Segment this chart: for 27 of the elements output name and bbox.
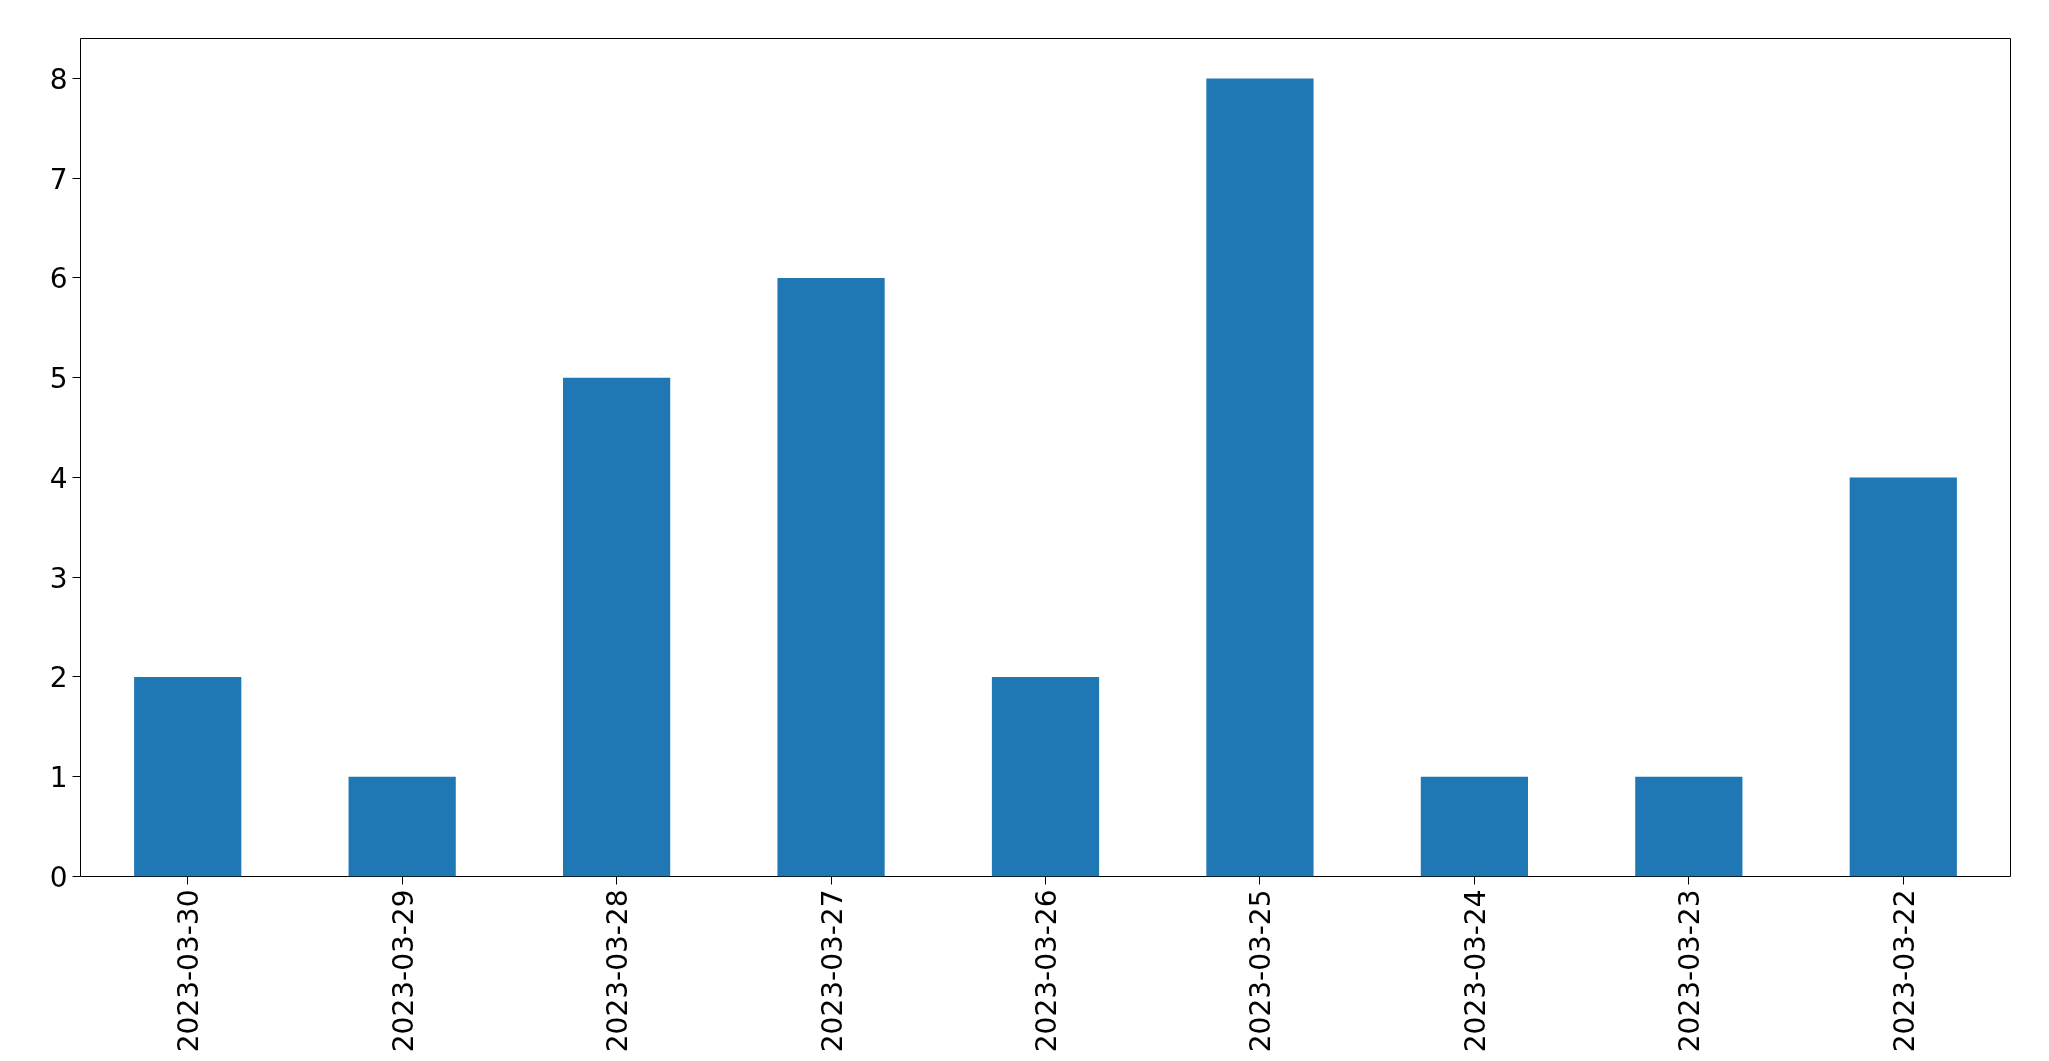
y-tick-label: 2 xyxy=(49,661,68,695)
x-tick-label: 2023-03-24 xyxy=(1458,889,1492,1053)
bar xyxy=(1849,477,1957,877)
x-tick-label: 2023-03-30 xyxy=(172,889,206,1053)
bar xyxy=(991,676,1100,877)
y-tick-label: 0 xyxy=(49,861,68,894)
y-tick-label: 7 xyxy=(49,162,68,196)
y-tick-label: 5 xyxy=(49,362,68,396)
y-tick-label: 1 xyxy=(49,761,68,795)
x-tick-label: 2023-03-28 xyxy=(601,889,635,1053)
x-tick-label: 2023-03-27 xyxy=(815,889,849,1053)
y-tick-label: 3 xyxy=(49,561,68,595)
x-tick-label: 2023-03-22 xyxy=(1887,889,1921,1053)
bar xyxy=(563,377,671,877)
y-tick-label: 6 xyxy=(49,262,68,296)
y-tick-label: 8 xyxy=(49,62,68,96)
bar xyxy=(1206,78,1314,877)
bar xyxy=(348,776,456,877)
bar xyxy=(1635,776,1743,877)
bar xyxy=(1420,776,1528,877)
x-tick-label: 2023-03-29 xyxy=(386,889,420,1053)
bar xyxy=(777,277,885,877)
bar xyxy=(134,676,242,877)
x-tick-label: 2023-03-23 xyxy=(1673,889,1707,1053)
y-tick-label: 4 xyxy=(49,461,68,495)
x-tick-label: 2023-03-25 xyxy=(1244,889,1278,1053)
x-tick-label: 2023-03-26 xyxy=(1030,889,1063,1053)
